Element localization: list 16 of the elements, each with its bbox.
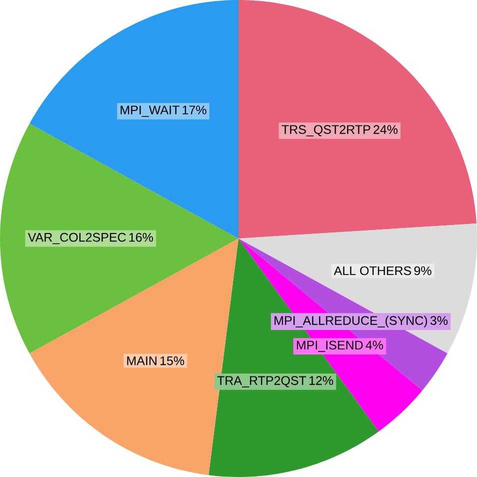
data-label: 3%	[430, 316, 448, 325]
data-label: 15%	[160, 356, 184, 366]
data-label: 17%	[182, 106, 206, 114]
slice-label: VAR_COL2SPEC	[28, 232, 126, 244]
slice-label: MPI_ISEND	[296, 340, 363, 352]
data-label: 9%	[414, 266, 432, 276]
data-label: 4%	[366, 340, 384, 350]
slice-label: MAIN	[127, 356, 156, 366]
slice-label: TRS_QST2RTP	[282, 125, 370, 136]
slice-label: TRA_RTP2QST	[217, 376, 306, 388]
slice-label: ALL OTHERS	[334, 266, 412, 276]
slice-label: MPI_ALLREDUCE_(SYNC)	[274, 316, 428, 328]
data-label: 12%	[309, 376, 334, 385]
data-label: 24%	[374, 125, 398, 134]
data-label: 16%	[129, 232, 153, 242]
slice-label: MPI_WAIT	[120, 106, 180, 117]
